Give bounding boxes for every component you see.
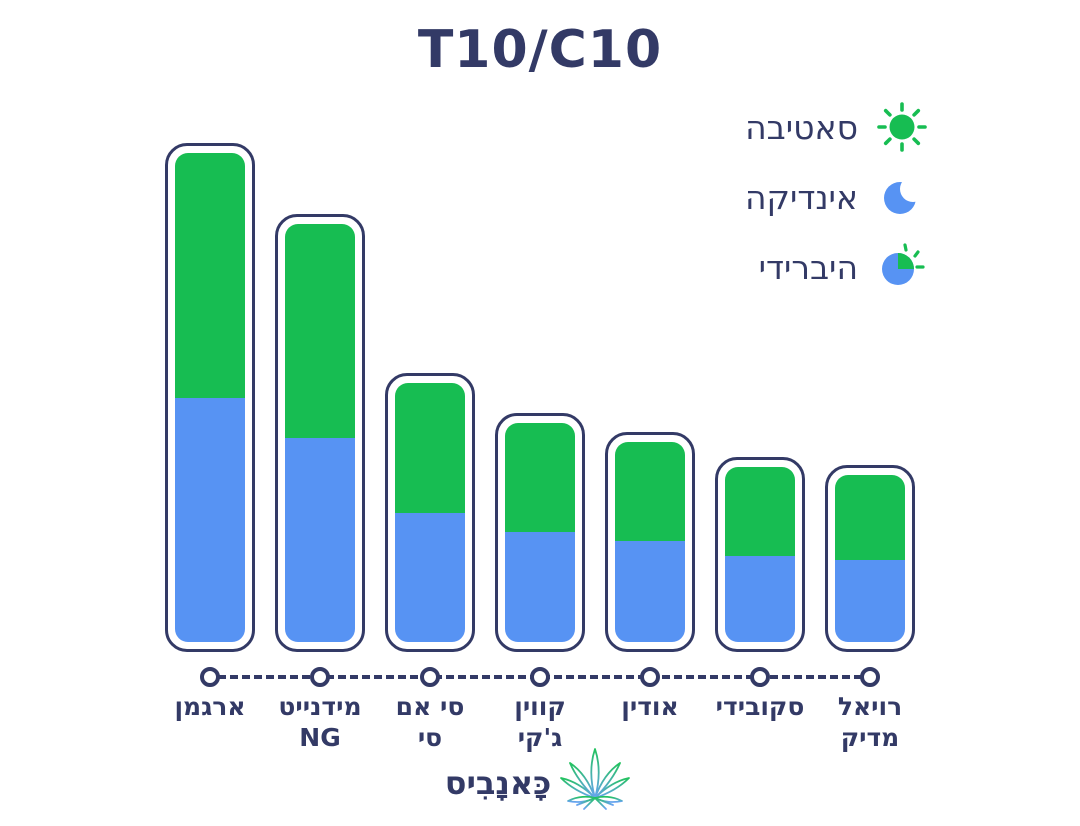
axis-marker [310, 667, 330, 687]
sun-icon [874, 101, 930, 153]
bar-fill [505, 423, 575, 642]
bar-fill [835, 475, 905, 642]
axis-marker [640, 667, 660, 687]
sun-moon-hybrid-icon [874, 242, 930, 292]
axis-marker [420, 667, 440, 687]
legend-item-hybrid: היברידי [759, 238, 930, 296]
bar-1 [165, 143, 255, 652]
legend-label-hybrid: היברידי [758, 247, 858, 287]
sativa-segment [615, 442, 685, 541]
category-label: רויאל מדיק [837, 692, 903, 752]
bar-fill [175, 153, 245, 642]
bar-2 [275, 214, 365, 652]
axis-marker [750, 667, 770, 687]
indica-segment [395, 513, 465, 642]
brand-name: כָּאנָבִיס [444, 764, 552, 802]
cannabis-leaf-icon [555, 744, 635, 826]
axis-marker [200, 667, 220, 687]
sativa-segment [395, 383, 465, 513]
category-label: מידנייט NG [278, 692, 362, 752]
category-label: ארגמן [174, 692, 246, 721]
indica-segment [505, 532, 575, 642]
bar-fill [285, 224, 355, 642]
brand-logo: כָּאנָבִיס [0, 744, 1080, 826]
legend-label-indica: אינדיקה [744, 177, 858, 217]
legend-label-sativa: סאטיבה [745, 107, 858, 147]
bar-5 [605, 432, 695, 652]
axis-marker [530, 667, 550, 687]
sativa-segment [505, 423, 575, 532]
indica-segment [285, 438, 355, 642]
axis-marker [860, 667, 880, 687]
sativa-segment [725, 467, 795, 556]
bar-fill [395, 383, 465, 642]
category-label: סי אם סי [395, 692, 465, 752]
bar-fill [725, 467, 795, 642]
bar-6 [715, 457, 805, 652]
legend-item-indica: אינדיקה [745, 168, 930, 226]
legend: סאטיבה אינדיקה [745, 98, 930, 296]
sativa-segment [285, 224, 355, 438]
indica-segment [175, 398, 245, 642]
legend-item-sativa: סאטיבה [745, 98, 930, 156]
indica-segment [615, 541, 685, 642]
bar-3 [385, 373, 475, 652]
chart-title: T10/C10 [417, 20, 663, 80]
sativa-segment [835, 475, 905, 560]
moon-icon [874, 177, 930, 217]
indica-segment [835, 560, 905, 642]
bar-fill [615, 442, 685, 642]
category-label: סקובידי [715, 692, 805, 721]
category-label: אודין [621, 692, 679, 721]
bar-4 [495, 413, 585, 652]
indica-segment [725, 556, 795, 642]
sativa-segment [175, 153, 245, 398]
category-label: קווין ג'קי [514, 692, 566, 752]
bar-7 [825, 465, 915, 652]
